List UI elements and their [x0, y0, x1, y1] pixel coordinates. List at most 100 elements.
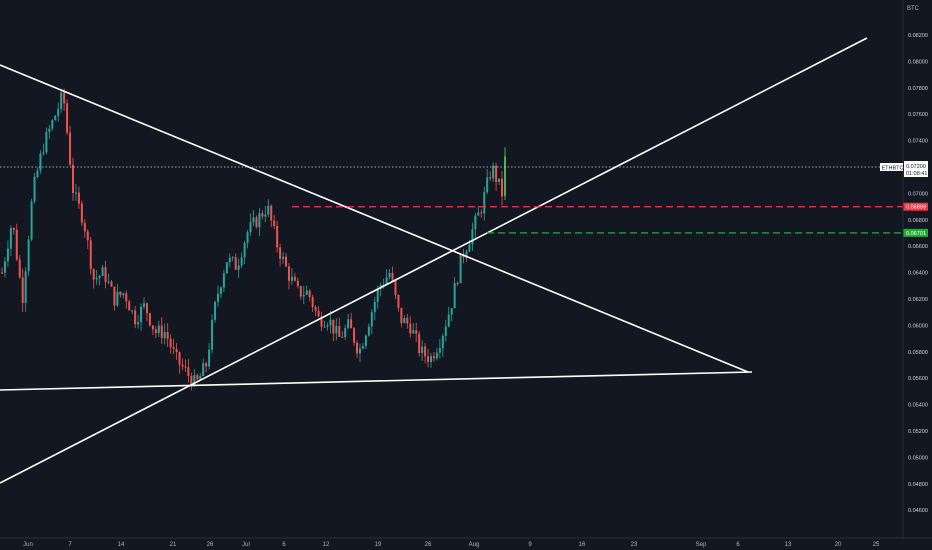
candle-body [30, 201, 33, 240]
x-tick-label: 12 [323, 542, 330, 548]
candle-body [492, 165, 495, 179]
candle-body [60, 92, 63, 109]
price-level-label: 0.06899 [906, 205, 926, 211]
candle-body [134, 310, 137, 325]
y-tick-label: 0.08000 [908, 59, 928, 65]
candle-body [279, 247, 282, 259]
y-tick-label: 0.05000 [908, 455, 928, 461]
candle-body [489, 177, 492, 179]
candle-body [169, 338, 172, 348]
candle-body [287, 266, 290, 281]
candle-body [151, 325, 154, 330]
candle-body [89, 240, 92, 270]
candle-body [36, 170, 39, 177]
candle-body [51, 120, 54, 129]
candle-body [77, 192, 80, 204]
x-tick-label: 16 [579, 542, 586, 548]
candle-body [364, 335, 367, 347]
candle-body [453, 283, 456, 309]
candle-body [39, 153, 42, 171]
candle-body [240, 257, 243, 266]
candle-body [427, 356, 430, 362]
x-tick-label: 26 [207, 542, 214, 548]
price-level-tag [903, 202, 928, 211]
candle-body [175, 349, 178, 353]
candle-body [42, 152, 45, 154]
x-tick-label: 14 [118, 542, 125, 548]
y-tick-label: 0.05600 [908, 376, 928, 382]
candle-body [214, 301, 217, 320]
candle-body [131, 310, 134, 312]
candle-body [361, 346, 364, 349]
candle-body [190, 376, 193, 387]
candle-body [474, 215, 477, 230]
candle-body [225, 262, 228, 274]
price-level-label: 0.06701 [906, 231, 926, 237]
y-tick-label: 0.06000 [908, 323, 928, 329]
candle-body [249, 222, 252, 233]
candle-body [74, 192, 77, 194]
candle-body [140, 306, 143, 323]
candle-body [305, 290, 308, 295]
trendline[interactable] [0, 371, 753, 391]
candle-body [276, 225, 279, 248]
candle-body [243, 242, 246, 258]
candle-body [9, 228, 12, 249]
candle-body [148, 313, 151, 326]
candle-body [104, 267, 107, 282]
price-level-tag [903, 228, 928, 237]
candle-body [199, 375, 202, 380]
candle-body [406, 318, 409, 324]
candle-body [122, 293, 125, 296]
candle-body [465, 251, 468, 258]
candle-body [468, 244, 471, 252]
candle-body [400, 307, 403, 324]
countdown-label: 01:08:41 [906, 171, 927, 177]
candle-body [187, 367, 190, 377]
candle-body [181, 364, 184, 367]
candle-body [498, 178, 501, 183]
candle-body [367, 326, 370, 336]
candle-body [424, 346, 427, 357]
candle-body [311, 297, 314, 308]
y-tick-label: 0.07000 [908, 191, 928, 197]
price-axis[interactable]: 0.08200 0.08000 0.07800 0.07600 0.07400 0.072… [908, 33, 928, 514]
candle-body [18, 259, 21, 278]
y-tick-label: 0.07600 [908, 112, 928, 118]
candle-body [184, 366, 187, 368]
candle-body [438, 348, 441, 353]
x-tick-label: 20 [835, 542, 842, 548]
candle-body [216, 293, 219, 302]
x-tick-label: Jun [23, 542, 33, 548]
candle-body [116, 291, 119, 306]
candle-body [504, 156, 506, 197]
candle-body [80, 203, 83, 223]
y-tick-label: 0.05200 [908, 429, 928, 435]
time-axis[interactable]: Jun 7 14 21 26 Jul 6 12 19 26 Aug 9 16 23 Sep 6 13 20 25 [23, 542, 880, 548]
candle-body [412, 330, 415, 334]
candle-body [193, 375, 196, 387]
candle-body [373, 301, 376, 313]
trendline[interactable] [0, 64, 749, 373]
candle-body [415, 330, 418, 334]
candle-body [166, 332, 169, 339]
candle-body [501, 178, 503, 197]
candle-body [385, 277, 388, 285]
candle-body [237, 265, 240, 270]
candle-body [483, 192, 486, 214]
price-levels-group[interactable]: 0.06899 0.06701 [0, 166, 928, 237]
trendline[interactable] [0, 37, 868, 484]
candle-body [418, 333, 421, 353]
candle-body [302, 294, 305, 297]
candle-body [409, 323, 412, 334]
candle-body [282, 256, 285, 259]
y-tick-label: 0.05800 [908, 350, 928, 356]
candle-body [471, 229, 474, 245]
trendlines-group[interactable] [0, 37, 868, 484]
symbol-label: ETHBTC [882, 166, 904, 172]
candle-body [98, 275, 101, 279]
candle-body [267, 205, 270, 215]
x-tick-label: Aug [469, 542, 480, 548]
